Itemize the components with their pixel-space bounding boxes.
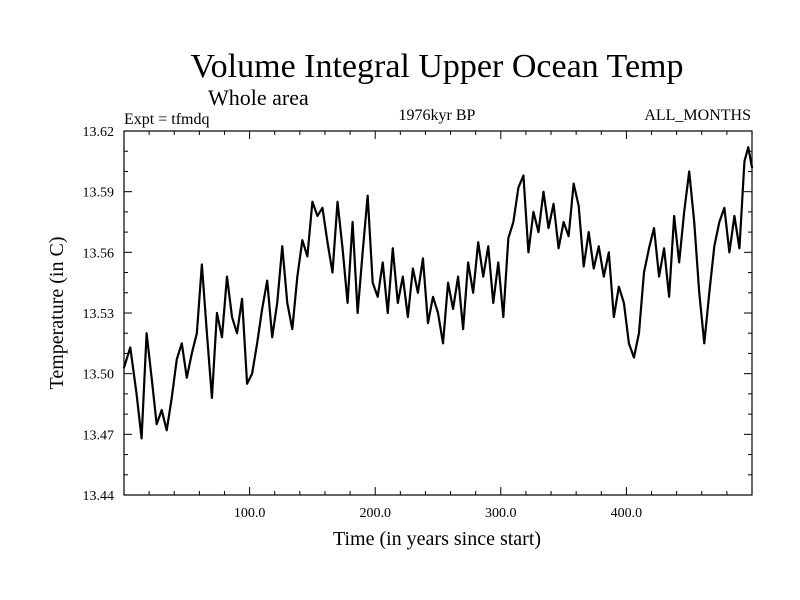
y-tick-label: 13.44 <box>83 489 115 504</box>
x-axis-label: Time (in years since start) <box>333 528 541 550</box>
y-tick-label: 13.53 <box>83 307 115 322</box>
chart-subtitle: Whole area <box>208 85 309 110</box>
x-tick-label: 400.0 <box>611 506 643 521</box>
experiment-label: Expt = tfmdq <box>124 111 209 128</box>
chart-title: Volume Integral Upper Ocean Temp <box>191 48 684 85</box>
months-label: ALL_MONTHS <box>644 107 751 124</box>
y-tick-label: 13.47 <box>83 428 115 443</box>
y-tick-label: 13.62 <box>83 125 115 140</box>
y-axis-label: Temperature (in C) <box>46 237 68 390</box>
y-tick-label: 13.56 <box>83 246 115 261</box>
y-tick-label: 13.59 <box>83 186 115 201</box>
tick-labels: 13.44 13.47 13.50 13.53 13.56 13.59 13.62 100.0… <box>83 125 643 521</box>
x-tick-label: 200.0 <box>359 506 391 521</box>
plot-frame <box>123 130 753 496</box>
x-tick-label: 300.0 <box>485 506 517 521</box>
x-tick-label: 100.0 <box>234 506 266 521</box>
temperature-series-line <box>122 146 754 440</box>
time-label: 1976kyr BP <box>399 107 476 124</box>
y-tick-label: 13.50 <box>83 368 115 383</box>
